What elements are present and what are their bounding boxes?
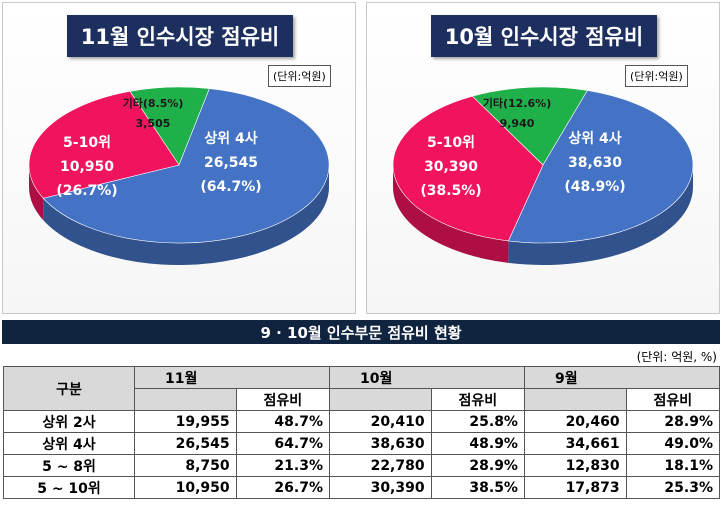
- cell-amount: 19,955: [134, 410, 237, 433]
- subheader-blank: [523, 388, 627, 411]
- pie-slice: [471, 86, 588, 166]
- subheader-share: 점유비: [430, 388, 525, 411]
- header-month-11: 11월: [134, 366, 330, 389]
- cell-share: 28.9%: [625, 410, 721, 433]
- header-month-10: 10월: [328, 366, 525, 389]
- cell-amount: 12,830: [523, 454, 627, 477]
- cell-amount: 26,545: [134, 432, 237, 455]
- subheader-blank: [328, 388, 432, 411]
- header-category: 구분: [3, 366, 135, 411]
- table-header-row: 구분 11월 10월 9월: [3, 366, 721, 411]
- pie-chart-october: 상위 4사 38,630 (48.9%) 5-10위 30,390 (38.5%) 기타(1…: [392, 86, 694, 265]
- cell-share: 64.7%: [235, 432, 330, 455]
- pie-label-value-label: 38,630: [568, 155, 622, 171]
- cell-amount: 20,460: [523, 410, 627, 433]
- pie-slice: [42, 88, 330, 244]
- pie-title-november: 11월 인수시장 점유비: [67, 15, 293, 57]
- pie-label-value-label: 26,545: [204, 155, 258, 171]
- pie-side-1: [29, 165, 44, 221]
- row-category: 5 ~ 10위: [3, 476, 135, 499]
- pie-label-percent-label: (38.5%): [420, 183, 481, 199]
- pie-label-name: 상위 4사: [204, 131, 257, 147]
- pie-label-name: 상위 4사: [568, 131, 621, 147]
- pie-side-0: [43, 165, 329, 265]
- pie-label-name: 5-10위: [427, 135, 475, 151]
- cell-amount: 10,950: [134, 476, 237, 499]
- pie-slice: [507, 90, 694, 244]
- cell-amount: 8,750: [134, 454, 237, 477]
- pie-label-value-label: 10,950: [60, 159, 114, 175]
- pie-slice: [392, 95, 544, 242]
- pie-slice: [28, 90, 180, 199]
- cell-share: 25.3%: [625, 476, 721, 499]
- pie-panel-november: 11월 인수시장 점유비 상위 4사 26,545 (64.7%) 5-10위 10,9…: [2, 2, 356, 314]
- pie-label-value-label: 3,505: [136, 117, 171, 130]
- unit-label-november: (단위:억원): [268, 65, 331, 87]
- cell-share: 48.7%: [235, 410, 330, 433]
- cell-share: 25.8%: [430, 410, 525, 433]
- cell-share: 38.5%: [430, 476, 525, 499]
- row-category: 상위 2사: [3, 410, 135, 433]
- cell-amount: 20,410: [328, 410, 432, 433]
- pie-label-name: 기타(8.5%): [123, 96, 184, 110]
- subheader-share: 점유비: [625, 388, 721, 411]
- cell-share: 18.1%: [625, 454, 721, 477]
- cell-share: 48.9%: [430, 432, 525, 455]
- table-title: 9 · 10월 인수부문 점유비 현황: [2, 320, 720, 344]
- cell-amount: 22,780: [328, 454, 432, 477]
- pie-label-name: 5-10위: [63, 135, 111, 151]
- pie-label-percent-label: (48.9%): [564, 179, 625, 195]
- cell-amount: 17,873: [523, 476, 627, 499]
- cell-amount: 34,661: [523, 432, 627, 455]
- cell-amount: 38,630: [328, 432, 432, 455]
- pie-panel-october: 10월 인수시장 점유비 상위 4사 38,630 (48.9%) 5-10위 30,3…: [366, 2, 720, 314]
- row-category: 5 ~ 8위: [3, 454, 135, 477]
- pie-label-percent-label: (64.7%): [200, 179, 261, 195]
- pie-label-value-label: 30,390: [424, 159, 478, 175]
- pie-label-value-label: 9,940: [500, 117, 535, 130]
- table-subheader-row: 점유비 점유비 점유비: [4, 388, 721, 411]
- table-row: 5 ~ 10위 10,950 26.7% 30,390 38.5% 17,873 25.3%: [3, 476, 721, 499]
- unit-label-october: (단위:억원): [625, 65, 688, 87]
- cell-share: 21.3%: [235, 454, 330, 477]
- table-row: 상위 4사 26,545 64.7% 38,630 48.9% 34,661 49.0%: [3, 432, 721, 455]
- table-body: 상위 2사 19,955 48.7% 20,410 25.8% 20,460 28.9% 상위…: [3, 410, 721, 499]
- subheader-blank: [134, 388, 237, 411]
- table-unit: (단위: 억원, %): [636, 350, 717, 364]
- cell-share: 49.0%: [625, 432, 721, 455]
- cell-amount: 30,390: [328, 476, 432, 499]
- pie-title-october: 10월 인수시장 점유비: [431, 15, 657, 57]
- cell-share: 28.9%: [430, 454, 525, 477]
- pie-chart-november: 상위 4사 26,545 (64.7%) 5-10위 10,950 (26.7%) 기타(8…: [28, 86, 330, 265]
- pie-side-0: [508, 165, 693, 265]
- pie-side-1: [393, 165, 509, 263]
- table-row: 5 ~ 8위 8,750 21.3% 22,780 28.9% 12,830 18.1%: [3, 454, 721, 477]
- pie-label-name: 기타(12.6%): [483, 96, 551, 110]
- table-row: 상위 2사 19,955 48.7% 20,410 25.8% 20,460 28.9%: [3, 410, 721, 433]
- header-month-9: 9월: [523, 366, 721, 389]
- row-category: 상위 4사: [3, 432, 135, 455]
- share-table: 구분 11월 10월 9월 점유비 점유비 점유비 상위 2사 19,955 48.…: [3, 366, 721, 499]
- subheader-share: 점유비: [235, 388, 330, 411]
- cell-share: 26.7%: [235, 476, 330, 499]
- pie-label-percent-label: (26.7%): [56, 183, 117, 199]
